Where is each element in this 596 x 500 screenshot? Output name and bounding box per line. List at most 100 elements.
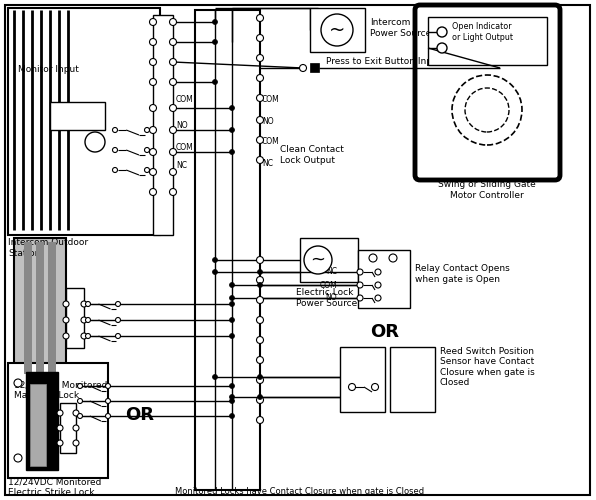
Circle shape [150, 188, 157, 196]
Circle shape [213, 374, 218, 380]
Text: Intercom
Power Source: Intercom Power Source [370, 18, 432, 38]
Circle shape [144, 168, 150, 172]
Circle shape [63, 317, 69, 323]
Circle shape [256, 376, 263, 384]
Circle shape [229, 318, 234, 322]
Circle shape [256, 94, 263, 102]
Circle shape [169, 104, 176, 112]
Circle shape [81, 333, 87, 339]
Bar [50, 102, 105, 130]
Circle shape [256, 256, 263, 264]
Circle shape [257, 282, 262, 288]
Text: Monitored Locks have Contact Closure when gate is Closed: Monitored Locks have Contact Closure whe… [175, 488, 424, 496]
Circle shape [256, 416, 263, 424]
Text: NC: NC [262, 158, 273, 168]
Circle shape [213, 80, 218, 84]
Text: Clean Contact
Lock Output: Clean Contact Lock Output [280, 146, 344, 165]
Circle shape [256, 136, 263, 143]
Circle shape [150, 58, 157, 66]
Text: Press to Exit Button Input: Press to Exit Button Input [326, 56, 442, 66]
Text: OR: OR [371, 323, 399, 341]
Circle shape [257, 270, 262, 274]
Bar [8, 8, 160, 235]
Bar [36, 242, 44, 374]
Circle shape [85, 132, 105, 152]
Circle shape [150, 126, 157, 134]
Text: Open Indicator
or Light Output: Open Indicator or Light Output [452, 22, 513, 42]
Circle shape [357, 295, 363, 301]
Circle shape [169, 78, 176, 86]
Bar [340, 347, 385, 412]
Circle shape [357, 269, 363, 275]
Circle shape [81, 301, 87, 307]
Circle shape [116, 318, 120, 322]
Bar [24, 242, 32, 374]
Circle shape [169, 58, 176, 66]
Circle shape [116, 334, 120, 338]
Text: NO: NO [325, 294, 337, 302]
Circle shape [229, 128, 234, 132]
Text: COM: COM [176, 96, 194, 104]
Circle shape [256, 34, 263, 42]
Circle shape [256, 396, 263, 404]
Circle shape [229, 384, 234, 388]
Text: 12/24VDC Monitored
Magnetic Lock: 12/24VDC Monitored Magnetic Lock [14, 380, 107, 400]
Text: COM: COM [262, 138, 280, 146]
Text: Monitor Input: Monitor Input [18, 66, 79, 74]
Circle shape [77, 414, 82, 418]
Text: COM: COM [176, 142, 194, 152]
Circle shape [229, 106, 234, 110]
Bar [66, 288, 84, 348]
Circle shape [437, 27, 447, 37]
Circle shape [229, 150, 234, 154]
Circle shape [229, 302, 234, 306]
Circle shape [169, 188, 176, 196]
Circle shape [57, 410, 63, 416]
Bar [300, 238, 358, 282]
Circle shape [85, 318, 91, 322]
Text: ~: ~ [311, 251, 325, 269]
Circle shape [256, 296, 263, 304]
Circle shape [389, 254, 397, 262]
Circle shape [169, 168, 176, 175]
Circle shape [113, 128, 117, 132]
Text: NC: NC [326, 268, 337, 276]
Circle shape [73, 410, 79, 416]
Text: NO: NO [176, 120, 188, 130]
Circle shape [256, 316, 263, 324]
Circle shape [150, 38, 157, 46]
Bar [358, 250, 410, 308]
Circle shape [77, 398, 82, 404]
Bar [428, 17, 547, 65]
Circle shape [229, 414, 234, 418]
Circle shape [371, 384, 378, 390]
Circle shape [229, 334, 234, 338]
Circle shape [150, 168, 157, 175]
Text: NC: NC [176, 160, 187, 170]
Circle shape [144, 128, 150, 132]
Circle shape [77, 384, 82, 388]
Circle shape [116, 302, 120, 306]
Text: COM: COM [319, 280, 337, 289]
Circle shape [213, 40, 218, 44]
Bar [30, 384, 46, 466]
Circle shape [375, 282, 381, 288]
FancyBboxPatch shape [415, 5, 560, 180]
Circle shape [375, 269, 381, 275]
Circle shape [229, 282, 234, 288]
Text: ~: ~ [329, 20, 345, 40]
Circle shape [257, 394, 262, 400]
Circle shape [213, 270, 218, 274]
Circle shape [357, 282, 363, 288]
Circle shape [57, 425, 63, 431]
Circle shape [321, 14, 353, 46]
Circle shape [150, 78, 157, 86]
Circle shape [256, 356, 263, 364]
Bar [310, 63, 319, 72]
Circle shape [213, 258, 218, 262]
Circle shape [229, 398, 234, 404]
Circle shape [213, 20, 218, 24]
Circle shape [256, 156, 263, 164]
Circle shape [256, 54, 263, 62]
Circle shape [169, 18, 176, 26]
